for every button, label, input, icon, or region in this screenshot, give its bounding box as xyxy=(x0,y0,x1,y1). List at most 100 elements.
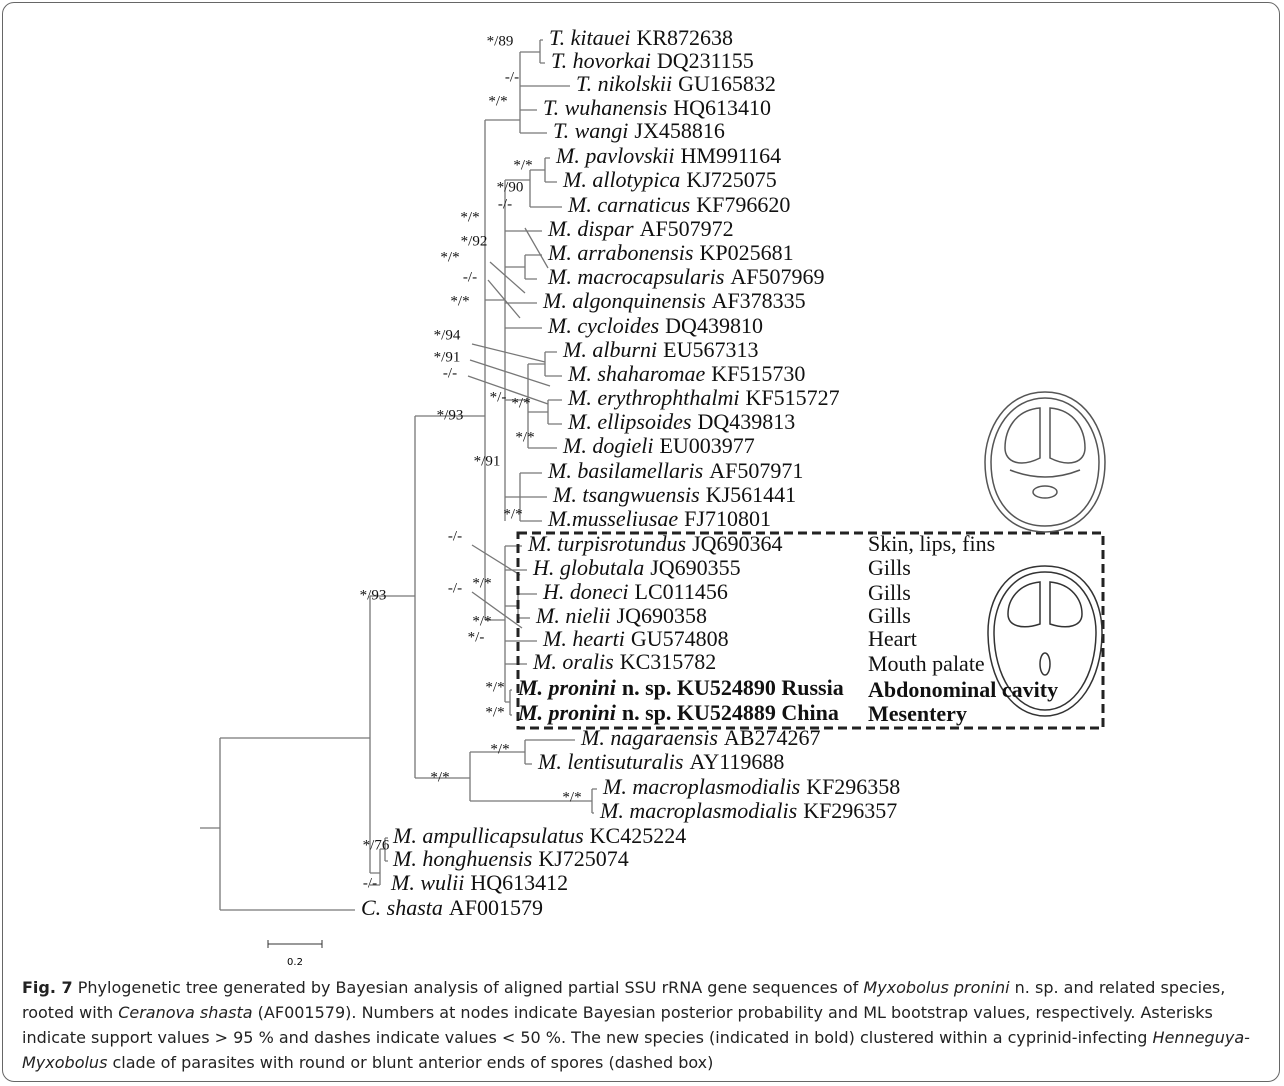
caption: Fig. 7 Phylogenetic tree generated by Ba… xyxy=(22,975,1267,1075)
taxon-name: M. wulii xyxy=(390,870,464,895)
taxon-name: M. pavlovskii xyxy=(555,143,675,168)
taxon-name: M. honghuensis xyxy=(392,846,532,871)
accession: KF296358 xyxy=(806,774,900,799)
accession: KC315782 xyxy=(620,649,717,674)
accession: JX458816 xyxy=(634,118,724,143)
taxon-name: M. ellipsoides xyxy=(567,409,691,434)
taxon-name: M. algonquinensis xyxy=(542,288,706,313)
accession: DQ439813 xyxy=(697,409,795,434)
tissue-label: Abdonominal cavity xyxy=(868,677,1058,702)
support-value: */* xyxy=(485,704,504,720)
support-value: -/- xyxy=(448,528,462,544)
accession: EU003977 xyxy=(659,433,754,458)
spore-drawing xyxy=(985,392,1105,532)
taxon-label: M. pavlovskiiHM991164 xyxy=(555,143,781,168)
taxon-name: T. hovorkai xyxy=(551,48,651,73)
accession: HQ613412 xyxy=(470,870,568,895)
accession: LC011456 xyxy=(635,579,728,604)
taxon-label: M. wuliiHQ613412 xyxy=(390,870,568,895)
support-value: -/- xyxy=(498,196,512,212)
tissue-label: Skin, lips, fins xyxy=(868,531,995,556)
taxon-name: M. erythrophthalmi xyxy=(567,385,740,410)
taxon-name: M. nielii xyxy=(535,603,611,628)
taxon-label: M. cycloidesDQ439810 xyxy=(547,313,763,338)
support-value: */* xyxy=(513,157,532,173)
taxon-name: M. cycloides xyxy=(547,313,659,338)
accession: KR872638 xyxy=(636,25,733,50)
support-value: */* xyxy=(450,293,469,309)
support-value: -/- xyxy=(443,365,457,381)
support-value: -/- xyxy=(505,69,519,85)
tissue-label: Mesentery xyxy=(868,701,967,726)
taxon-name: T. wangi xyxy=(553,118,628,143)
support-value: -/- xyxy=(463,269,477,285)
accession: JQ690358 xyxy=(617,603,707,628)
taxon-name: M. pronini xyxy=(517,675,617,700)
accession: KF296357 xyxy=(803,798,897,823)
accession: KJ561441 xyxy=(706,482,796,507)
accession: AF378335 xyxy=(712,288,806,313)
taxon-name: T. nikolskii xyxy=(576,71,672,96)
taxon-name: M. ampullicapsulatus xyxy=(392,823,584,848)
taxon-name: M.musseliusae xyxy=(547,506,678,531)
accession: FJ710801 xyxy=(684,506,771,531)
accession: DQ231155 xyxy=(657,48,754,73)
tissue-label: Heart xyxy=(868,626,917,651)
accession: KF515727 xyxy=(746,385,840,410)
tree-branches xyxy=(200,40,597,910)
taxon-name: M. carnaticus xyxy=(567,192,690,217)
accession: HQ613410 xyxy=(673,95,771,120)
taxon-label: M. alburniEU567313 xyxy=(562,337,758,362)
taxon-name: M. macroplasmodialis xyxy=(599,798,797,823)
support-value: */76 xyxy=(363,837,390,853)
taxon-label: M. nieliiJQ690358 xyxy=(535,603,707,628)
taxon-name: M. basilamellaris xyxy=(547,458,703,483)
taxon-label: T. nikolskiiGU165832 xyxy=(576,71,776,96)
accession: KJ725075 xyxy=(686,167,776,192)
accession: AB274267 xyxy=(724,725,821,750)
support-value: */94 xyxy=(434,327,461,343)
taxon-label: M. disparAF507972 xyxy=(547,216,734,241)
taxon-name: M. macroplasmodialis xyxy=(602,774,800,799)
accession: n. sp. KU524890 Russia xyxy=(622,675,844,700)
tissue-label: Gills xyxy=(868,555,911,580)
taxon-name: M. oralis xyxy=(532,649,614,674)
support-value: */* xyxy=(503,506,522,522)
support-value: */90 xyxy=(497,179,524,195)
tissue-label: Gills xyxy=(868,603,911,628)
accession: GU574808 xyxy=(631,626,729,651)
support-value: */* xyxy=(440,249,459,265)
support-value: */* xyxy=(490,741,509,757)
accession: KP025681 xyxy=(699,240,793,265)
support-value: */89 xyxy=(487,33,514,49)
taxon-label: H. globutalaJQ690355 xyxy=(532,555,741,580)
support-value: */* xyxy=(562,789,581,805)
taxon-label: M. proninin. sp. KU524890 Russia xyxy=(517,675,844,700)
taxon-name: M. dispar xyxy=(547,216,634,241)
support-value: */* xyxy=(460,209,479,225)
tissue-label: Mouth palate xyxy=(868,651,985,676)
support-value: */* xyxy=(430,769,449,785)
taxon-name: M. tsangwuensis xyxy=(552,482,700,507)
accession: KF515730 xyxy=(711,361,805,386)
taxon-name: M. macrocapsularis xyxy=(547,264,724,289)
accession: AY119688 xyxy=(689,749,784,774)
taxon-name: H. globutala xyxy=(532,555,644,580)
support-value: */* xyxy=(472,575,491,591)
support-value: */93 xyxy=(360,587,387,603)
accession: DQ439810 xyxy=(665,313,763,338)
taxon-label: M. proninin. sp. KU524889 China xyxy=(517,700,839,725)
